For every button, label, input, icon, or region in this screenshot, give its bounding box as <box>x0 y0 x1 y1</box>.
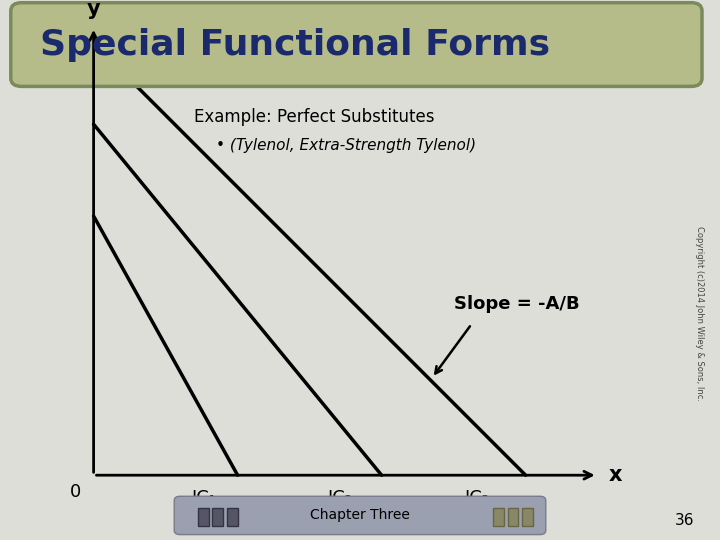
Text: 0: 0 <box>70 483 81 501</box>
Text: • (Tylenol, Extra-Strength Tylenol): • (Tylenol, Extra-Strength Tylenol) <box>216 138 476 153</box>
Text: IC₂: IC₂ <box>328 489 353 507</box>
FancyBboxPatch shape <box>508 508 518 526</box>
Text: x: x <box>608 465 622 485</box>
Text: Slope = -A/B: Slope = -A/B <box>454 295 579 313</box>
Text: Example: Perfect Substitutes: Example: Perfect Substitutes <box>194 108 435 126</box>
Text: 36: 36 <box>675 513 695 528</box>
FancyBboxPatch shape <box>174 496 546 535</box>
Text: Special Functional Forms: Special Functional Forms <box>40 28 550 62</box>
FancyBboxPatch shape <box>198 508 209 526</box>
Text: Chapter Three: Chapter Three <box>310 508 410 522</box>
Text: Copyright (c)2014 John Wiley & Sons, Inc.: Copyright (c)2014 John Wiley & Sons, Inc… <box>696 226 704 401</box>
FancyBboxPatch shape <box>493 508 504 526</box>
FancyBboxPatch shape <box>212 508 223 526</box>
Text: IC₁: IC₁ <box>191 489 216 507</box>
FancyBboxPatch shape <box>11 3 702 86</box>
Text: y: y <box>87 0 100 19</box>
FancyBboxPatch shape <box>522 508 533 526</box>
FancyBboxPatch shape <box>227 508 238 526</box>
Text: IC₃: IC₃ <box>464 489 490 507</box>
